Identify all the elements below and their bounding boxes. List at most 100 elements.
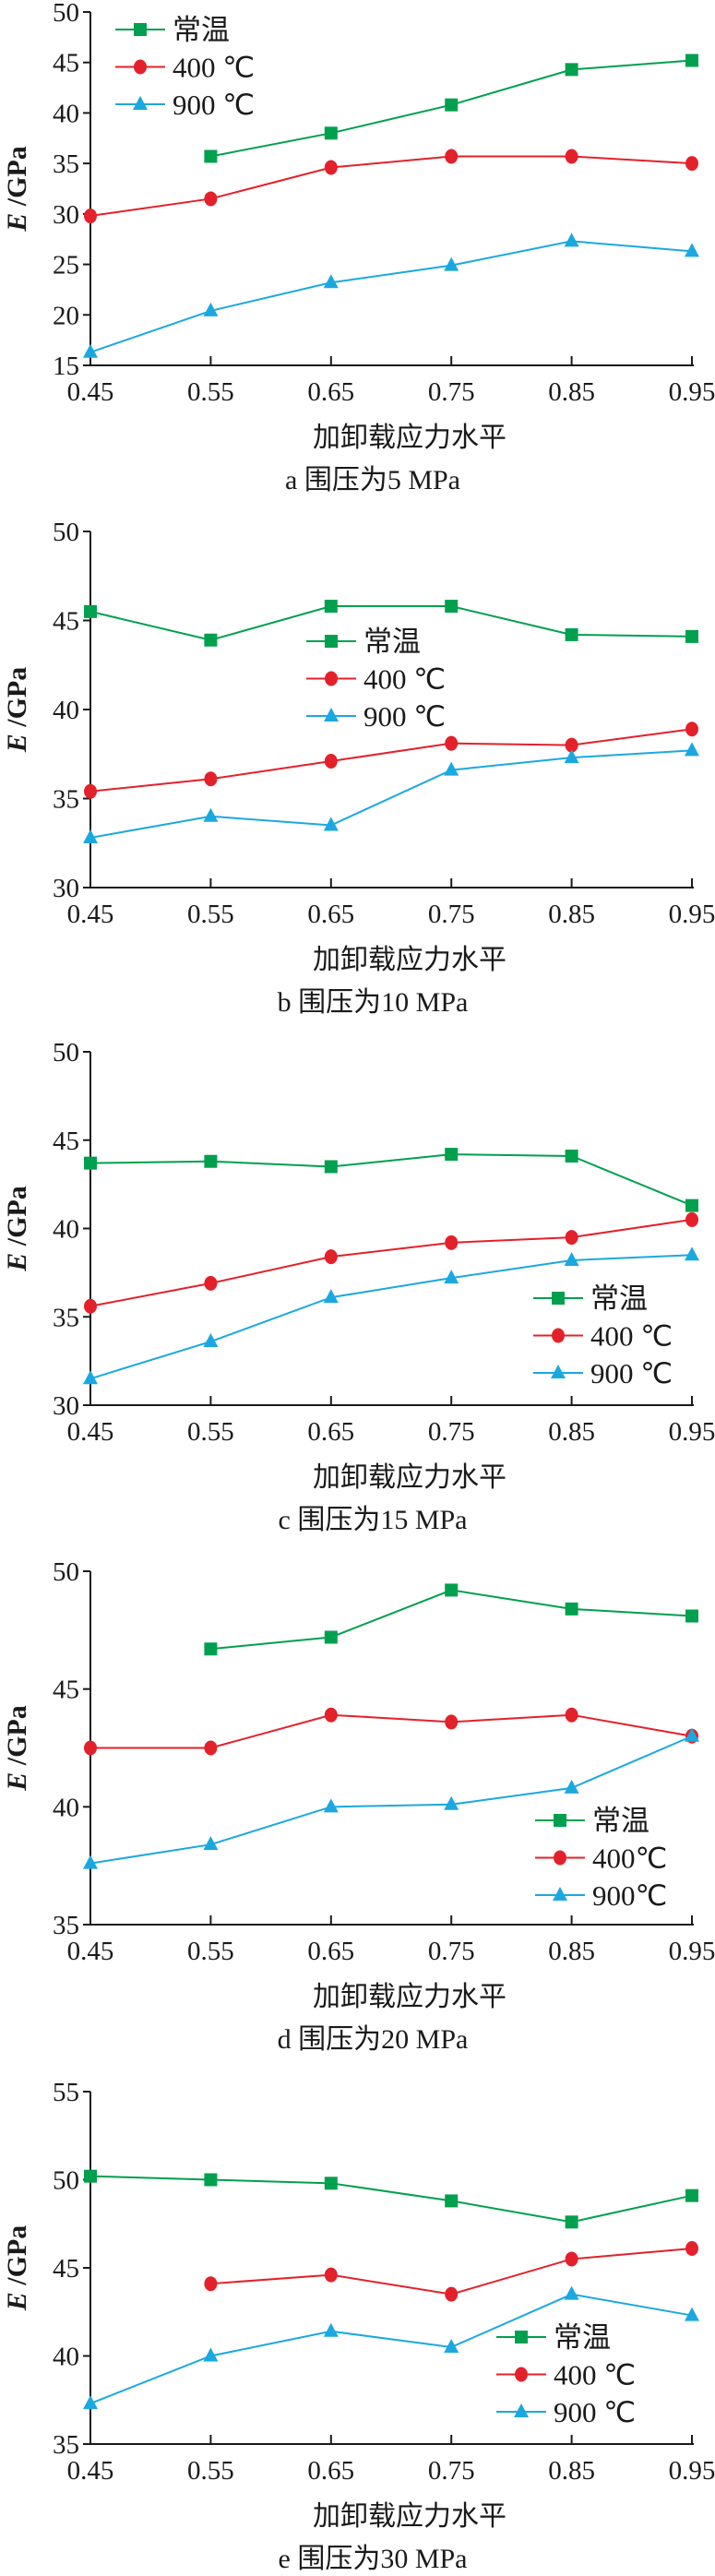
series-line — [89, 605, 693, 641]
x-tick-label: 0.85 — [548, 377, 595, 407]
data-point-triangle — [564, 749, 579, 764]
y-tick-label: 35 — [53, 1911, 79, 1940]
x-tick-label: 0.75 — [428, 900, 475, 929]
legend-item: 900 ℃ — [533, 1357, 673, 1389]
x-tick-label: 0.55 — [187, 2456, 234, 2486]
legend-marker-square — [325, 635, 338, 648]
data-point-circle — [565, 1707, 578, 1723]
data-point-circle — [324, 160, 338, 175]
legend-label: 常温 — [590, 1282, 648, 1315]
series-line — [89, 1218, 693, 1307]
data-point-square — [204, 1642, 218, 1656]
x-tick-label: 0.75 — [428, 1937, 475, 1966]
series-0 — [204, 54, 698, 163]
legend-marker-square — [515, 2331, 528, 2343]
x-tick-label: 0.65 — [307, 2456, 354, 2486]
data-point-triangle — [83, 2395, 98, 2410]
data-point-square — [445, 600, 459, 614]
series-2 — [83, 1246, 699, 1385]
data-point-triangle — [203, 2347, 219, 2362]
y-axis-label-unit: /GPa — [2, 1186, 32, 1253]
data-point-square — [84, 1156, 97, 1170]
data-point-triangle — [323, 1289, 339, 1304]
data-point-square — [685, 1609, 698, 1623]
data-point-triangle — [83, 1370, 98, 1385]
legend-marker-triangle — [514, 2403, 529, 2417]
series-2 — [83, 2285, 699, 2410]
legend-item: 900 ℃ — [496, 2396, 636, 2428]
y-tick-label: 40 — [53, 696, 79, 725]
data-point-triangle — [444, 761, 459, 776]
x-tick-label: 0.45 — [67, 2456, 114, 2486]
data-point-circle — [324, 2267, 338, 2283]
y-tick-label: 35 — [53, 149, 79, 179]
x-tick-label: 0.85 — [548, 1937, 595, 1966]
x-tick-label: 0.95 — [669, 1417, 715, 1447]
y-axis-label-unit: /GPa — [2, 667, 32, 734]
legend-item: 400 ℃ — [533, 1320, 673, 1353]
data-point-square — [204, 149, 218, 163]
x-axis-label: 加卸载应力水平 — [313, 2501, 506, 2532]
legend-label: 400 ℃ — [173, 52, 255, 84]
series-0 — [84, 2169, 698, 2229]
legend-label: 400 ℃ — [590, 1320, 673, 1353]
y-axis-label-symbol: E — [2, 1772, 32, 1792]
series-line — [89, 2293, 693, 2404]
series-2 — [83, 1727, 699, 1869]
y-tick-label: 50 — [53, 1038, 79, 1067]
series-1 — [84, 1707, 698, 1756]
data-point-square — [565, 63, 578, 77]
data-point-triangle — [685, 2307, 699, 2321]
legend-item: 400 ℃ — [115, 52, 255, 84]
data-point-square — [324, 126, 338, 140]
y-tick-label: 30 — [53, 874, 79, 903]
chart-panel-d: 35 40 45 50 0.45 0.55 0.65 0.75 0.85 0.95 加卸载应力水平 E… — [2, 1557, 715, 2055]
chart-panel-c: 30 35 40 45 50 0.45 0.55 0.65 0.75 0.85 0.95 加卸载应力水… — [2, 1038, 715, 1535]
x-axis-label: 加卸载应力水平 — [313, 423, 506, 453]
chart-panel-b: 30 35 40 45 50 0.45 0.55 0.65 0.75 0.85 0.95 加卸载应力水… — [2, 518, 715, 1018]
data-point-square — [445, 1583, 459, 1597]
x-axis-label: 加卸载应力水平 — [313, 1462, 506, 1493]
legend-marker-triangle — [133, 96, 148, 110]
data-point-circle — [445, 1714, 459, 1730]
series-2 — [83, 233, 699, 358]
legend-marker-circle — [554, 1850, 566, 1866]
series-1 — [84, 722, 698, 799]
series-line — [89, 155, 693, 218]
y-axis-label: E /GPa — [2, 2225, 32, 2312]
legend-marker-circle — [134, 59, 147, 75]
series-line — [89, 2175, 693, 2224]
data-point-square — [565, 1149, 578, 1163]
x-tick-label: 0.45 — [67, 1937, 114, 1966]
y-tick-label: 40 — [53, 2343, 79, 2372]
series-line — [89, 1254, 693, 1380]
data-point-square — [445, 1148, 459, 1162]
y-axis-label-unit: /GPa — [2, 1705, 32, 1772]
figure-caption: e 围压为30 MPa — [279, 2544, 468, 2574]
chart-panel-a: 15 20 25 30 35 40 45 50 0.45 0.55 0.65 0.75 0.85 0.95… — [2, 0, 715, 495]
data-point-circle — [84, 1298, 97, 1314]
x-tick-label: 0.95 — [669, 1937, 715, 1966]
series-line — [89, 749, 693, 839]
legend-marker-square — [554, 1814, 566, 1827]
data-point-triangle — [203, 1333, 219, 1348]
y-tick-label: 45 — [53, 2254, 79, 2284]
data-point-triangle — [564, 2285, 579, 2300]
x-tick-label: 0.65 — [307, 900, 354, 929]
y-axis-label: E /GPa — [2, 1186, 32, 1272]
data-point-triangle — [685, 742, 699, 757]
y-tick-label: 45 — [53, 1127, 79, 1156]
x-tick-label: 0.45 — [67, 1417, 114, 1447]
data-point-circle — [324, 753, 338, 769]
chart-panel-e: 35 40 45 50 55 0.45 0.55 0.65 0.75 0.85 0.95 加卸载应力水… — [2, 2078, 715, 2574]
data-point-square — [685, 2188, 698, 2202]
x-tick-label: 0.55 — [187, 1937, 234, 1966]
data-point-circle — [685, 156, 698, 172]
x-axis-label: 加卸载应力水平 — [313, 945, 506, 975]
data-point-circle — [204, 1275, 218, 1291]
data-point-circle — [565, 737, 578, 753]
legend-marker-circle — [325, 671, 338, 686]
data-point-circle — [685, 2240, 698, 2256]
x-tick-label: 0.65 — [307, 1937, 354, 1966]
